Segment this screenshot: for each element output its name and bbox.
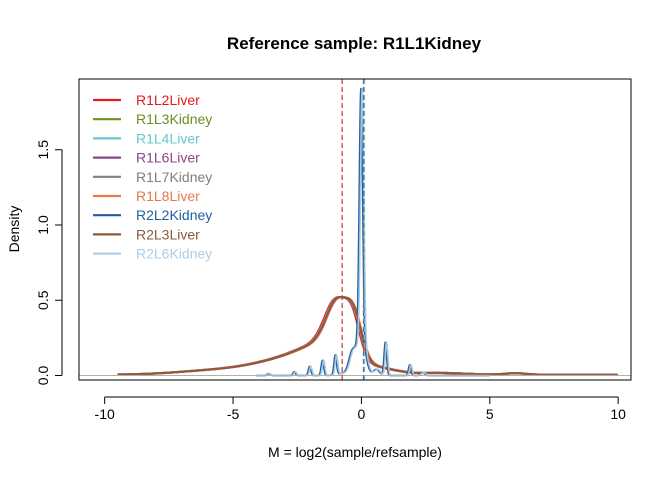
legend-label: R1L3Kidney	[136, 111, 212, 127]
y-axis: 0.0 0.5 1.0 1.5	[35, 140, 63, 386]
y-tick-label: 1.5	[35, 140, 51, 160]
y-axis-label: Density	[6, 206, 22, 253]
x-tick-label: 5	[486, 406, 494, 422]
x-tick-label: -10	[95, 406, 115, 422]
legend-label: R2L2Kidney	[136, 207, 212, 223]
legend-label: R1L6Liver	[136, 150, 200, 166]
density-curve-r2l6kidney	[255, 88, 491, 377]
legend-label: R1L8Liver	[136, 188, 200, 204]
y-tick-label: 0.0	[35, 366, 51, 386]
legend-label: R2L3Liver	[136, 226, 200, 242]
x-axis: -10 -5 0 5 10	[95, 396, 626, 422]
legend-label: R1L7Kidney	[136, 169, 212, 185]
x-axis-label: M = log2(sample/refsample)	[268, 444, 442, 460]
legend-label: R1L2Liver	[136, 92, 200, 108]
plot-frame	[78, 78, 632, 381]
y-tick-label: 1.0	[35, 215, 51, 235]
legend-label: R1L4Liver	[136, 130, 200, 146]
legend-label: R2L6Kidney	[136, 246, 212, 262]
x-tick-label: -5	[227, 406, 240, 422]
x-tick-label: 0	[358, 406, 366, 422]
density-curve-r2l2kidney	[255, 87, 491, 377]
legend: R1L2Liver R1L3Kidney R1L4Liver R1L6Liver R1L…	[93, 92, 212, 262]
density-curve-r1l7kidney	[255, 87, 491, 377]
y-tick-label: 0.5	[35, 290, 51, 310]
density-curve-r1l3kidney	[255, 88, 491, 377]
x-tick-label: 10	[610, 406, 626, 422]
chart-title: Reference sample: R1L1Kidney	[227, 34, 482, 53]
